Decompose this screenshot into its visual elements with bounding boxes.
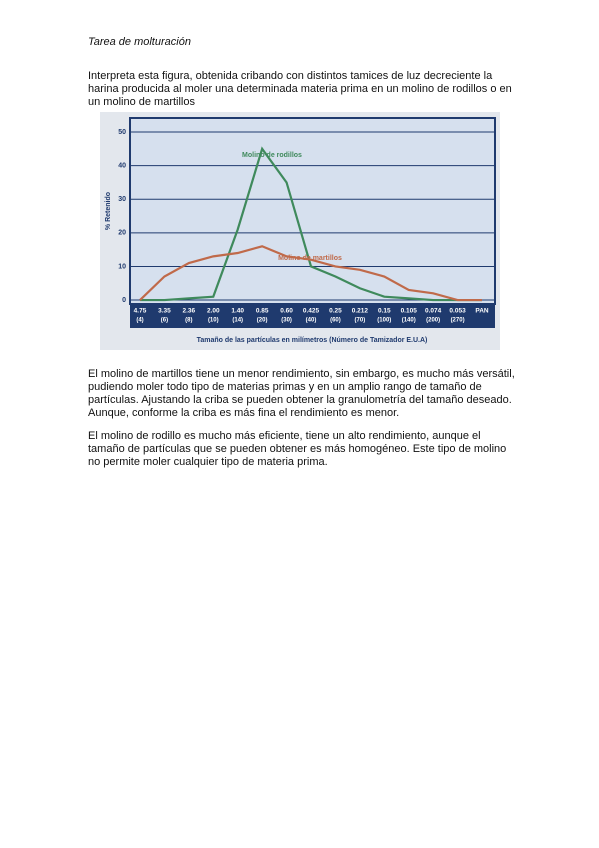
y-tick-label: 0 (122, 297, 126, 304)
x-tick-sublabel: (6) (161, 318, 168, 324)
intro: Interpreta esta figura, obtenida criband… (88, 70, 512, 108)
x-tick-sublabel: (140) (402, 318, 416, 324)
x-tick-label: 0.85 (256, 308, 269, 315)
y-tick-label: 30 (118, 196, 126, 203)
x-tick-sublabel: (14) (232, 318, 243, 324)
x-tick-label: 2.00 (207, 308, 220, 315)
y-tick-label: 20 (118, 230, 126, 237)
x-tick-sublabel: (270) (451, 318, 465, 324)
x-tick-label: 0.105 (401, 308, 418, 315)
x-tick-sublabel: (40) (306, 318, 317, 324)
paragraph: El molino de martillos tiene un menor re… (88, 368, 515, 419)
x-tick-sublabel: (30) (281, 318, 292, 324)
x-tick-label: 0.053 (449, 308, 466, 315)
y-tick-label: 10 (118, 263, 126, 270)
x-tick-label: 0.25 (329, 308, 342, 315)
x-tick-sublabel: (70) (355, 318, 366, 324)
x-tick-sublabel: (20) (257, 318, 268, 324)
x-tick-sublabel: (60) (330, 318, 341, 324)
x-tick-label: PAN (475, 308, 489, 315)
x-tick-label: 3.35 (158, 308, 171, 315)
x-tick-label: 0.425 (303, 308, 320, 315)
x-tick-label: 0.074 (425, 308, 442, 315)
x-tick-label: 0.212 (352, 308, 369, 315)
x-tick-label: 0.60 (280, 308, 293, 315)
y-axis-title: % Retenido (105, 192, 112, 230)
series-label: Molino de rodillos (242, 152, 302, 159)
x-tick-label: 2.36 (183, 308, 196, 315)
series-line (139, 245, 482, 302)
chart: % Retenido Tamaño de las partículas en m… (100, 112, 500, 350)
x-axis-title: Tamaño de las partículas en milímetros (… (197, 337, 428, 344)
y-tick-label: 40 (118, 162, 126, 169)
x-tick-label: 1.40 (231, 308, 244, 315)
x-label-band (130, 304, 495, 328)
header-title: Tarea de molturación (88, 36, 191, 48)
x-tick-sublabel: (200) (426, 318, 440, 324)
paragraph: El molino de rodillo es mucho más eficie… (88, 430, 507, 468)
series-label: Molino de martillos (278, 255, 342, 262)
series-line (140, 146, 482, 302)
x-tick-label: 4.75 (134, 308, 147, 315)
x-tick-label: 0.15 (378, 308, 391, 315)
x-tick-sublabel: (4) (136, 318, 143, 324)
x-tick-sublabel: (8) (185, 318, 192, 324)
y-tick-label: 50 (118, 129, 126, 136)
plot-area (129, 117, 496, 305)
x-tick-sublabel: (100) (377, 318, 391, 324)
x-tick-sublabel: (10) (208, 318, 219, 324)
